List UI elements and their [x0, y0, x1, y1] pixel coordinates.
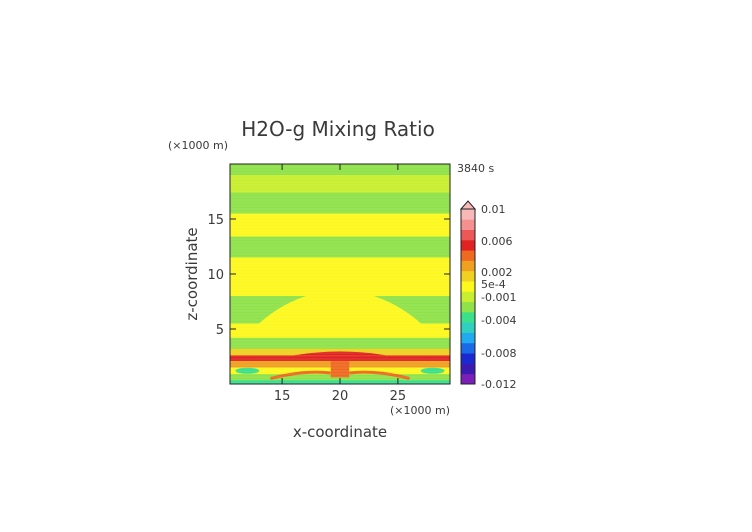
colorbar-frame: [460, 208, 476, 385]
colorbar-label: 0.01: [481, 203, 506, 216]
colorbar-swatch: [461, 332, 475, 344]
colorbar-swatch: [461, 342, 475, 354]
band-1: [230, 175, 450, 194]
colorbar-label: -0.001: [481, 291, 516, 304]
band-4: [230, 236, 450, 258]
y-axis-label: z-coordinate: [183, 227, 201, 320]
colorbar-swatch: [461, 301, 475, 313]
y-tick-label: 10: [207, 268, 224, 283]
left-green-lobe: [230, 236, 271, 258]
band-2: [230, 192, 450, 214]
x-unit-label: (×1000 m): [390, 404, 450, 417]
colorbar-swatch: [461, 229, 475, 241]
colorbar-label: 0.006: [481, 235, 513, 248]
x-tick-label: 25: [390, 389, 407, 404]
right-cyan-blob: [420, 367, 445, 374]
upper-yellow-bulge: [258, 289, 422, 324]
colorbar-swatch: [461, 291, 475, 303]
colorbar-swatch: [461, 281, 475, 292]
colorbar-swatch: [461, 239, 475, 251]
center-orange-column: [330, 360, 350, 378]
colorbar-label: 0.002: [481, 266, 513, 279]
band-8: [230, 337, 450, 350]
colorbar-swatch: [461, 363, 475, 375]
colorbar-swatch: [461, 260, 475, 272]
x-tick-label: 20: [332, 389, 349, 404]
right-green-lobe: [409, 236, 450, 258]
colorbar-label: -0.008: [481, 347, 516, 360]
y-tick-label: 5: [216, 323, 224, 338]
x-axis-label: x-coordinate: [293, 423, 387, 441]
chart-title: H2O-g Mixing Ratio: [241, 117, 435, 141]
colorbar-swatch: [461, 270, 475, 282]
band-10: [230, 355, 450, 362]
right-orange-arc: [349, 370, 410, 380]
left-cyan-blob: [235, 367, 260, 374]
colorbar-label: -0.012: [481, 378, 516, 391]
left-orange-arc: [270, 370, 331, 380]
x-tick-label: 15: [274, 389, 291, 404]
band-7: [230, 323, 450, 339]
y-unit-label: (×1000 m): [168, 139, 228, 152]
colorbar-swatch: [461, 219, 475, 230]
colorbar-label: -0.004: [481, 314, 516, 327]
y-tick-label: 15: [207, 213, 224, 228]
band-3: [230, 213, 450, 238]
colorbar-cap: [459, 200, 477, 210]
colorbar-label: 5e-4: [481, 278, 506, 291]
colorbar-swatch: [461, 209, 475, 220]
colorbar-swatch: [461, 353, 475, 364]
colorbar-swatch: [461, 373, 475, 385]
colorbar-swatch: [461, 322, 475, 333]
center-red-bump: [293, 351, 387, 356]
colorbar-swatch: [461, 250, 475, 261]
plot-area: [230, 164, 450, 384]
colorbar-swatch: [461, 311, 475, 323]
time-label: 3840 s: [457, 162, 494, 175]
